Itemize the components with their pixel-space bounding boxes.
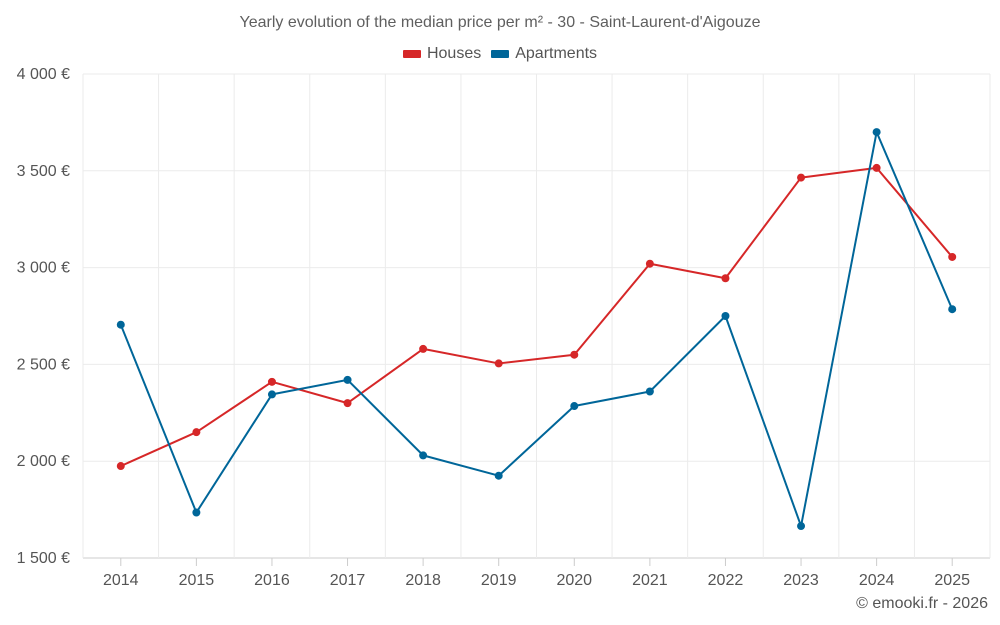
x-tick-label: 2023	[783, 572, 819, 589]
data-point-apartments	[645, 387, 654, 396]
data-point-apartments	[116, 320, 125, 329]
y-tick-label: 3 000 €	[17, 260, 70, 277]
data-point-apartments	[192, 508, 201, 517]
data-point-houses	[343, 399, 352, 408]
data-point-apartments	[721, 312, 730, 320]
data-point-apartments	[872, 128, 881, 137]
y-tick-label: 2 000 €	[17, 453, 70, 470]
data-point-houses	[419, 344, 428, 353]
data-point-apartments	[267, 390, 276, 399]
x-tick-label: 2019	[481, 572, 517, 589]
x-tick-label: 2024	[859, 572, 895, 589]
legend-item-apartments[interactable]: Apartments	[491, 45, 597, 63]
data-point-houses	[570, 350, 579, 359]
legend-label-apartments: Apartments	[515, 45, 598, 62]
x-tick-label: 2025	[934, 572, 970, 589]
x-tick-label: 2015	[179, 572, 215, 589]
data-point-houses	[872, 163, 881, 172]
y-tick-label: 2 500 €	[17, 356, 70, 373]
y-tick-label: 3 500 €	[17, 163, 70, 180]
x-tick-label: 2018	[405, 572, 441, 589]
y-tick-label: 1 500 €	[17, 550, 70, 567]
data-point-apartments	[797, 522, 806, 531]
data-point-houses	[116, 462, 125, 471]
legend-label-houses: Houses	[426, 45, 482, 62]
x-tick-label: 2016	[254, 572, 290, 589]
x-tick-label: 2014	[103, 572, 139, 589]
legend-item-houses[interactable]: Houses	[402, 45, 482, 63]
data-point-apartments	[948, 305, 957, 314]
data-point-apartments	[494, 471, 503, 480]
series-line-houses	[120, 166, 953, 467]
chart-title: Yearly evolution of the median price per…	[239, 14, 761, 31]
series-line-apartments	[119, 131, 954, 528]
legend-swatch-houses	[402, 50, 421, 58]
x-tick-label: 2022	[708, 572, 744, 589]
data-point-houses	[645, 259, 654, 268]
data-point-apartments	[343, 375, 352, 384]
data-point-apartments	[570, 402, 579, 411]
data-point-houses	[494, 359, 503, 368]
data-point-apartments	[419, 451, 428, 460]
x-tick-label: 2017	[330, 572, 366, 589]
data-point-houses	[192, 428, 201, 437]
data-point-houses	[797, 173, 806, 182]
data-point-houses	[267, 377, 276, 386]
credit-text: © emooki.fr - 2026	[856, 595, 988, 612]
x-tick-label: 2021	[632, 572, 668, 589]
data-point-houses	[721, 274, 730, 283]
x-tick-label: 2020	[556, 572, 592, 589]
legend-swatch-apartments	[491, 50, 510, 58]
legend: Houses Apartments	[0, 45, 1000, 63]
y-tick-label: 4 000 €	[17, 66, 70, 83]
data-point-houses	[948, 252, 957, 261]
